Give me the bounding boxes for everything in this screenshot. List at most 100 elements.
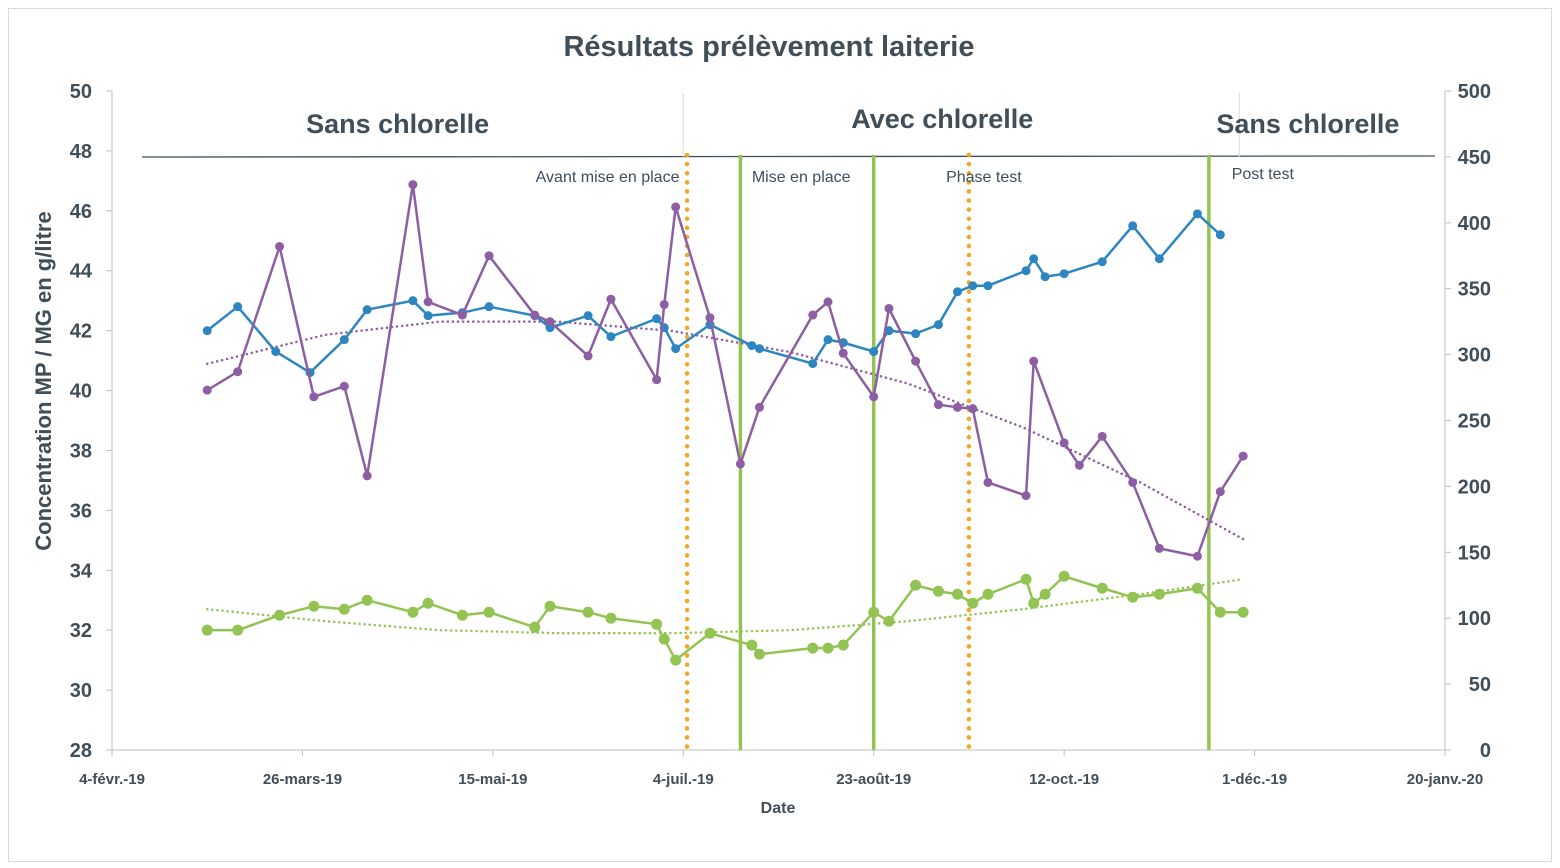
- series-line: [206, 212, 1222, 374]
- y2-tick-label: 50: [1469, 674, 1491, 696]
- series-point: [362, 305, 372, 315]
- series-point: [968, 404, 978, 414]
- x-tick-label: 4-févr.-19: [79, 771, 145, 788]
- series-point: [1020, 573, 1032, 585]
- phase-label: Mise en place: [752, 169, 851, 186]
- series-point: [339, 335, 349, 345]
- x-tick-label: 15-mai-19: [458, 771, 527, 788]
- series-point: [671, 202, 681, 212]
- y-tick-label: 36: [70, 500, 92, 522]
- series-point: [232, 624, 244, 636]
- series-point: [1040, 272, 1050, 282]
- series-point: [456, 609, 468, 621]
- axes: 2830323436384042444648500501001502002503…: [70, 81, 1491, 788]
- series-point: [983, 281, 993, 291]
- series-point: [457, 310, 467, 320]
- x-tick-label: 12-oct.-19: [1029, 771, 1099, 788]
- series-point: [933, 320, 943, 330]
- x-axis-title: Date: [761, 800, 796, 817]
- x-tick-label: 4-juil.-19: [653, 771, 714, 788]
- series-point: [1238, 451, 1248, 461]
- series-point: [883, 615, 895, 627]
- series-point: [362, 471, 372, 481]
- y2-tick-label: 200: [1458, 476, 1491, 498]
- series-point: [1021, 491, 1031, 501]
- period-label: Avec chlorelle: [851, 104, 1033, 134]
- series-point: [911, 329, 921, 339]
- series-point: [953, 402, 963, 412]
- series-point: [932, 585, 944, 597]
- y-axis-title: Concentration MP / MG en g/litre: [31, 211, 56, 550]
- y2-tick-label: 350: [1458, 279, 1491, 301]
- series-point: [869, 347, 879, 357]
- series-point: [658, 633, 670, 645]
- period-label: Sans chlorelle: [306, 109, 489, 139]
- series-point: [1097, 257, 1107, 267]
- series-point: [583, 351, 593, 361]
- y-tick-label: 44: [70, 261, 93, 283]
- series-point: [1154, 543, 1164, 553]
- x-tick-label: 1-déc.-19: [1222, 771, 1287, 788]
- series-point: [1128, 221, 1138, 231]
- series-point: [202, 326, 212, 336]
- series-point: [652, 314, 662, 324]
- series-point: [953, 287, 963, 297]
- series-point: [422, 597, 434, 609]
- series-point: [868, 606, 880, 618]
- series-point: [838, 348, 848, 358]
- y-tick-label: 40: [70, 381, 92, 403]
- series-point: [1029, 356, 1039, 366]
- series-point: [967, 597, 979, 609]
- series-point: [484, 251, 494, 261]
- series-point: [670, 654, 682, 666]
- series-point: [746, 639, 758, 651]
- series-point: [735, 459, 745, 469]
- y-tick-label: 50: [70, 81, 92, 103]
- chart-title: Résultats prélèvement laiterie: [563, 31, 974, 63]
- series-point: [530, 310, 540, 320]
- series-point: [309, 392, 319, 402]
- series-point: [1192, 209, 1202, 219]
- series-point: [1215, 230, 1225, 240]
- series-point: [808, 310, 818, 320]
- series-point: [1074, 460, 1084, 470]
- series-point: [361, 594, 373, 606]
- trendline: [205, 320, 1245, 541]
- y2-tick-label: 250: [1458, 411, 1491, 433]
- series-point: [807, 642, 819, 654]
- series-point: [705, 313, 715, 323]
- series-point: [582, 606, 594, 618]
- series-line: [207, 575, 1244, 662]
- series-point: [704, 627, 716, 639]
- series-point: [423, 297, 433, 307]
- series-point: [274, 609, 286, 621]
- series-point: [1237, 606, 1249, 618]
- series-point: [823, 335, 833, 345]
- y2-tick-label: 500: [1458, 81, 1491, 103]
- series-point: [1215, 487, 1225, 497]
- phase-label: Phase test: [946, 169, 1022, 186]
- chart-svg: Résultats prélèvement laiterie Concentra…: [31, 31, 1491, 817]
- y-tick-label: 34: [70, 560, 93, 582]
- series-point: [933, 400, 943, 410]
- series-point: [408, 180, 418, 190]
- series-point: [659, 300, 669, 310]
- y2-tick-label: 150: [1458, 542, 1491, 564]
- period-label: Sans chlorelle: [1216, 109, 1399, 139]
- series-point: [808, 359, 818, 369]
- series-point: [652, 375, 662, 385]
- y2-tick-label: 400: [1458, 213, 1491, 235]
- series-point: [201, 624, 213, 636]
- series-point: [1059, 269, 1069, 279]
- y-tick-label: 32: [70, 620, 92, 642]
- series-point: [747, 341, 757, 351]
- series-line: [206, 183, 1245, 558]
- series-point: [671, 344, 681, 354]
- series-point: [606, 294, 616, 304]
- series-point: [605, 612, 617, 624]
- series-point: [968, 281, 978, 291]
- y-tick-label: 42: [70, 321, 92, 343]
- series-point: [408, 296, 418, 306]
- series-point: [1028, 597, 1040, 609]
- series-point: [1127, 591, 1139, 603]
